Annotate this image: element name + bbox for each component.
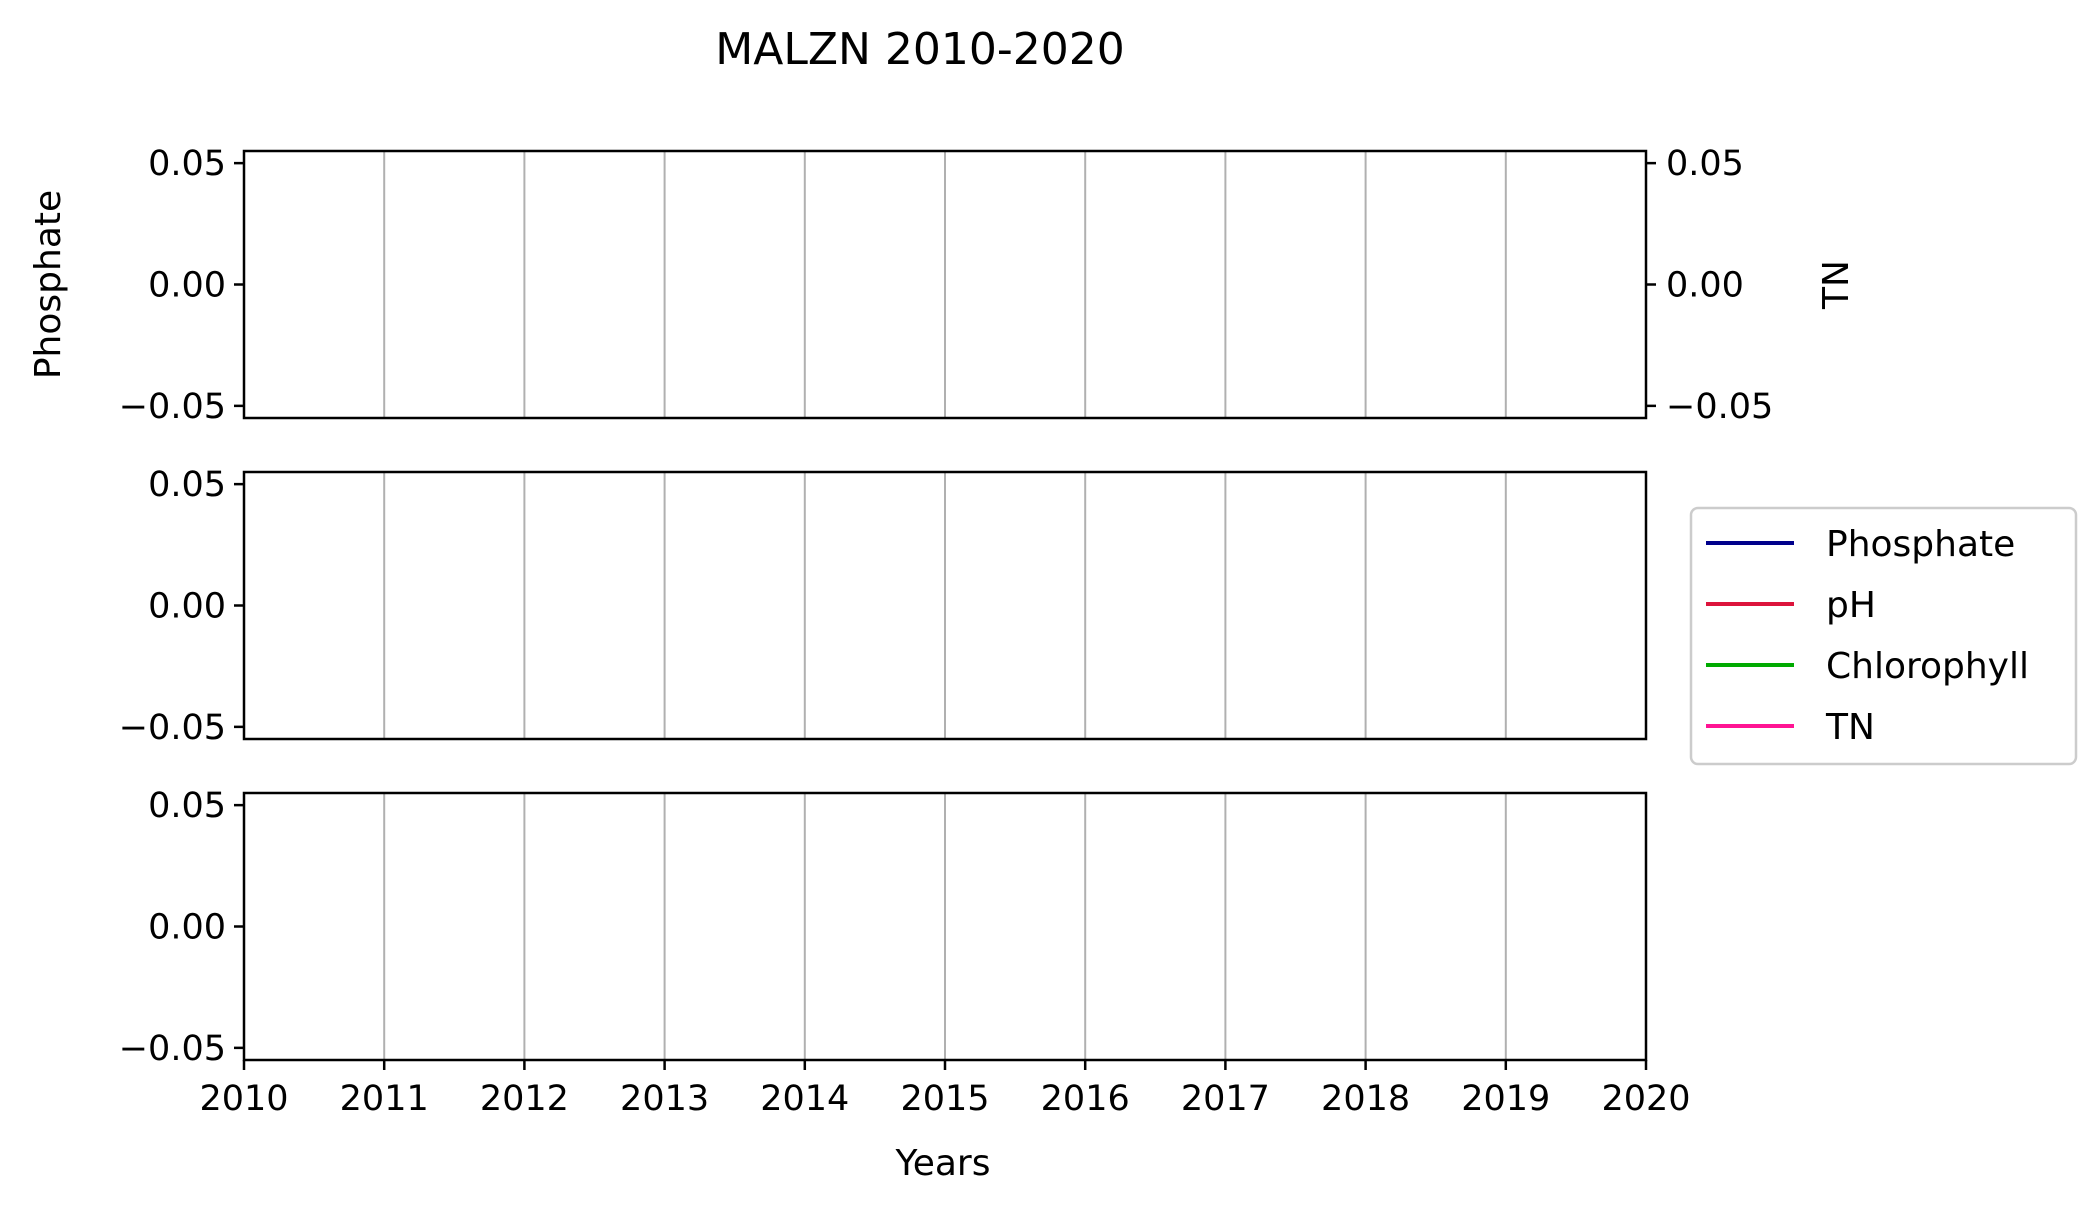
x-tick-label: 2018	[1321, 1079, 1410, 1119]
y-tick-label: 0.00	[148, 908, 226, 948]
x-tick-label: 2016	[1041, 1079, 1130, 1119]
x-tick-label: 2019	[1461, 1079, 1550, 1119]
x-tick-label: 2017	[1181, 1079, 1270, 1119]
right-y-tick-label: 0.00	[1666, 266, 1744, 306]
right-y-tick-label: −0.05	[1666, 387, 1773, 427]
legend: Phosphate pH Chlorophyll TN	[1689, 506, 2078, 766]
right-y-tick-label: 0.05	[1666, 144, 1744, 184]
x-tick-label: 2012	[480, 1079, 569, 1119]
chart-title: MALZN 2010-2020	[715, 24, 1124, 75]
legend-label: pH	[1826, 585, 1876, 626]
legend-frame	[1689, 506, 2078, 766]
x-axis-label: Years	[895, 1143, 991, 1184]
y-axis-label-left: Phosphate	[28, 190, 69, 379]
y-tick-label: 0.05	[148, 786, 226, 826]
x-tick-label: 2015	[900, 1079, 989, 1119]
y-tick-label: 0.00	[148, 587, 226, 627]
x-tick-label: 2010	[199, 1079, 288, 1119]
panel-2: 0.05 0.00 −0.05	[119, 465, 1648, 748]
x-tick-label: 2020	[1601, 1079, 1690, 1119]
y-tick-label: −0.05	[119, 708, 226, 748]
x-tick-label: 2014	[760, 1079, 849, 1119]
x-tick-label: 2011	[340, 1079, 429, 1119]
y-tick-label: 0.00	[148, 266, 226, 306]
panel-1: 0.05 0.00 −0.05 0.05 0.00 −0.05 Phosphate TN	[28, 144, 1857, 427]
y-tick-label: 0.05	[148, 465, 226, 505]
legend-label: Chlorophyll	[1826, 646, 2029, 687]
y-tick-label: −0.05	[119, 387, 226, 427]
y-tick-label: −0.05	[119, 1029, 226, 1069]
y-axis-label-right: TN	[1816, 260, 1857, 310]
legend-label: TN	[1825, 707, 1875, 748]
panel-3: 0.05 0.00 −0.05	[119, 786, 1648, 1069]
y-tick-label: 0.05	[148, 144, 226, 184]
x-axis: 2010 2011 2012 2013 2014 2015 2016 2017 2018 2019…	[199, 1060, 1691, 1119]
x-tick-label: 2013	[620, 1079, 709, 1119]
legend-label: Phosphate	[1826, 524, 2015, 565]
